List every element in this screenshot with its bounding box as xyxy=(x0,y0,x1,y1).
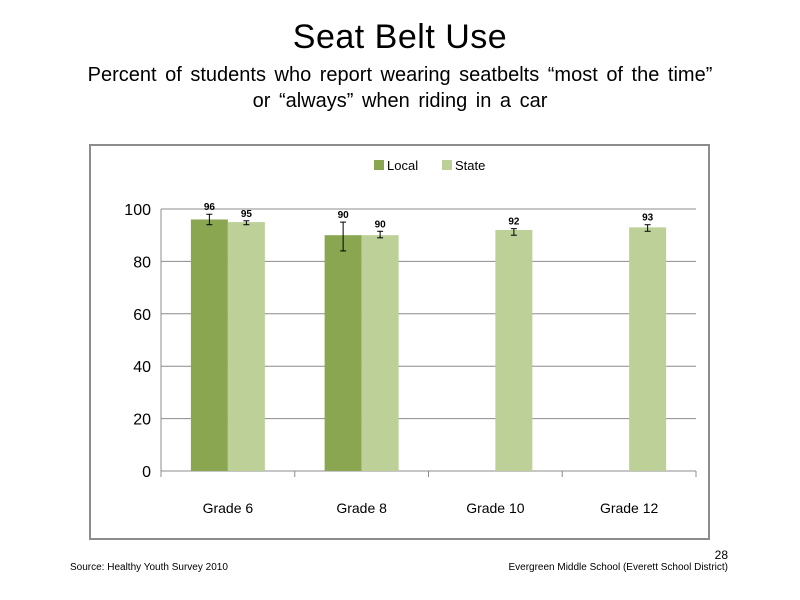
page-number: 28 xyxy=(714,548,728,562)
legend-label-local: Local xyxy=(387,158,418,173)
bar-local xyxy=(190,219,228,471)
subtitle-line-1: Percent of students who report wearing s… xyxy=(87,64,713,86)
x-tick-label: Grade 10 xyxy=(466,500,525,516)
x-tick-label: Grade 12 xyxy=(600,500,659,516)
source-note: Source: Healthy Youth Survey 2010 xyxy=(70,562,228,573)
data-label: 95 xyxy=(241,209,253,220)
y-tick-label: 20 xyxy=(133,412,151,429)
data-label: 92 xyxy=(508,217,520,228)
slide-subtitle: Percent of students who report wearing s… xyxy=(40,62,760,114)
bar-state xyxy=(227,222,265,471)
y-tick-label: 0 xyxy=(142,464,151,481)
bar-state xyxy=(629,227,667,471)
y-tick-label: 60 xyxy=(133,307,151,324)
bar-state xyxy=(361,235,399,471)
bar-local xyxy=(324,235,362,471)
y-tick-label: 100 xyxy=(124,202,151,219)
subtitle-line-2: or “always” when riding in a car xyxy=(252,90,548,112)
data-label: 93 xyxy=(642,213,654,224)
data-label: 90 xyxy=(338,210,350,221)
x-tick-label: Grade 6 xyxy=(203,500,254,516)
school-name: Evergreen Middle School (Everett School … xyxy=(508,562,728,573)
legend-label-state: State xyxy=(455,158,485,173)
slide-title: Seat Belt Use xyxy=(292,18,508,56)
y-tick-label: 40 xyxy=(133,359,151,376)
bar-chart: 0 20 40 60 80 100 Grade 6 Grade 8 Grade 10 Grade … xyxy=(124,158,697,516)
bar-state xyxy=(495,229,533,471)
legend-swatch-local xyxy=(374,160,384,170)
x-tick-label: Grade 8 xyxy=(336,500,387,516)
y-tick-label: 80 xyxy=(133,254,151,271)
data-label: 96 xyxy=(204,202,216,213)
data-label: 90 xyxy=(375,219,387,230)
legend-swatch-state xyxy=(442,160,452,170)
